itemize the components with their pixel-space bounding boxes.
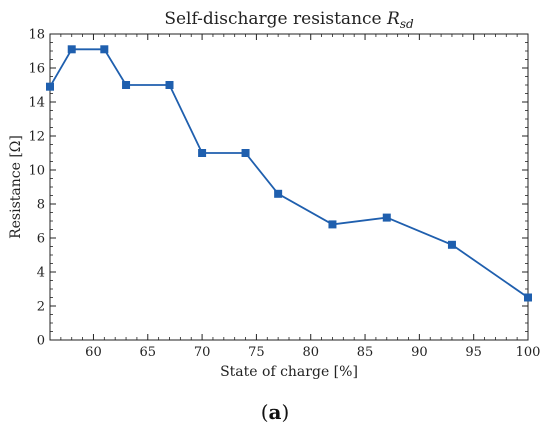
- data-point: [165, 81, 174, 89]
- x-tick-label: 70: [194, 345, 211, 360]
- data-point: [328, 220, 337, 229]
- data-point: [447, 240, 456, 249]
- series-polyline: [49, 48, 529, 299]
- y-tick-label: 10: [28, 164, 45, 179]
- tick-labels: 60 65 70 75 80 85 90 95 100 0 2 4 6 8 10 12 14 16 18: [28, 28, 540, 361]
- y-tick-label: 6: [37, 232, 45, 247]
- y-tick-label: 2: [37, 300, 45, 315]
- x-tick-label: 90: [411, 345, 428, 360]
- data-point: [274, 189, 283, 198]
- x-tick-label: 75: [248, 345, 265, 360]
- x-axis-label: State of charge [%]: [220, 364, 358, 380]
- data-point: [100, 45, 109, 54]
- y-tick-label: 4: [37, 266, 45, 281]
- y-axis-label: Resistance [Ω]: [8, 135, 24, 239]
- y-tick-label: 18: [28, 28, 45, 43]
- data-point: [524, 293, 532, 302]
- y-tick-label: 12: [28, 130, 45, 145]
- chart-title-subscript: sd: [400, 17, 414, 31]
- series-line: [46, 45, 532, 302]
- x-tick-label: 80: [302, 345, 319, 360]
- y-tick-label: 16: [28, 62, 45, 77]
- y-tick-label: 0: [37, 334, 45, 349]
- caption-letter: a: [268, 400, 282, 424]
- y-tick-label: 8: [37, 198, 45, 213]
- plot-axes: [49, 33, 529, 341]
- data-point: [382, 213, 391, 222]
- figure-caption: (a): [0, 400, 550, 424]
- chart-title-symbol: R: [386, 9, 400, 29]
- y-tick-label: 14: [28, 96, 45, 111]
- x-tick-label: 85: [357, 345, 374, 360]
- caption-close: ): [281, 400, 290, 424]
- data-point: [241, 149, 250, 157]
- caption-open: (: [260, 400, 269, 424]
- x-tick-label: 60: [85, 345, 102, 360]
- chart-title: Self-discharge resistance Rsd: [164, 9, 414, 31]
- chart-title-text: Self-discharge resistance: [164, 9, 387, 29]
- x-tick-label: 100: [516, 345, 541, 360]
- x-tick-label: 95: [465, 345, 482, 360]
- data-point: [67, 45, 76, 54]
- data-point: [198, 149, 207, 157]
- x-tick-label: 65: [139, 345, 156, 360]
- data-point: [46, 82, 54, 91]
- data-point: [122, 81, 131, 89]
- chart: 60 65 70 75 80 85 90 95 100 0 2 4 6 8 10 12 14 16 18 Self-…: [8, 9, 540, 380]
- plot-frame: [49, 33, 529, 341]
